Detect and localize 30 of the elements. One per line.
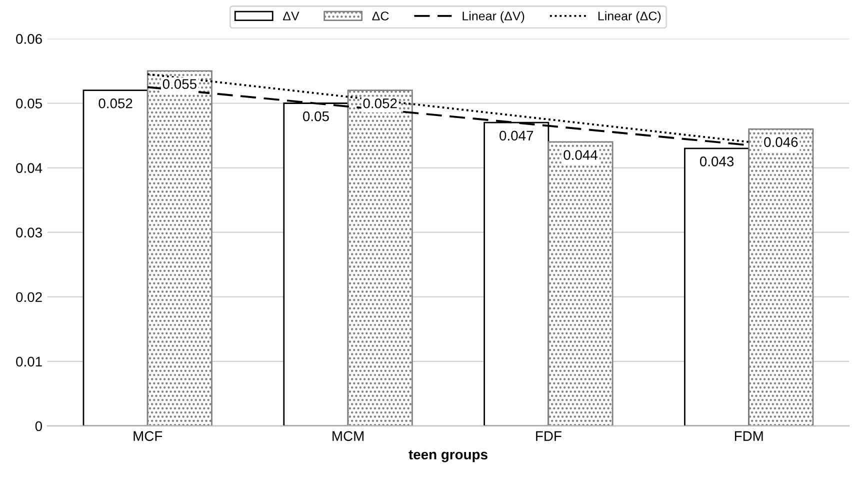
legend-label: ΔC [372, 12, 389, 20]
data-label: 0.052 [363, 98, 397, 108]
legend-label: Linear (ΔC) [598, 11, 661, 23]
data-label: 0.043 [700, 156, 734, 166]
data-label: 0.055 [162, 79, 196, 89]
bar [548, 141, 614, 426]
y-tick-label: 0 [35, 421, 42, 432]
data-label: 0.052 [98, 98, 132, 108]
data-label: 0.047 [500, 130, 534, 141]
x-tick-label: FDF [536, 431, 562, 441]
x-axis-title: teen groups [408, 450, 488, 462]
data-label: 0.044 [564, 150, 598, 160]
y-tick-label: 0.02 [16, 292, 42, 302]
y-tick-label: 0.03 [16, 228, 42, 238]
bar [146, 70, 212, 426]
data-label: 0.046 [764, 137, 798, 148]
x-tick-label: MCF [134, 431, 162, 441]
bar [82, 90, 148, 426]
bar [347, 90, 413, 426]
data-label: 0.05 [302, 111, 329, 122]
y-tick-label: 0.01 [16, 356, 42, 367]
y-tick-label: 0.05 [16, 98, 42, 108]
bar [684, 148, 750, 426]
bar [748, 128, 814, 426]
y-tick-label: 0.06 [16, 34, 42, 44]
x-tick-label: MCM [332, 431, 364, 441]
legend-label: Linear (ΔV) [462, 11, 524, 23]
x-tick-label: FDM [734, 431, 763, 441]
y-tick-label: 0.04 [16, 163, 42, 173]
legend-label: ΔV [283, 12, 300, 20]
